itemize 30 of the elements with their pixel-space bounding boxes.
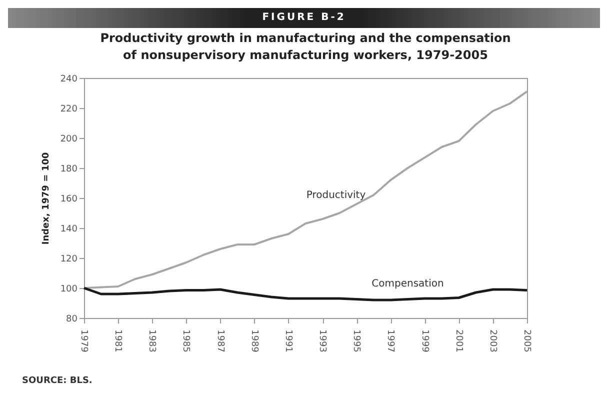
x-tick-label: 1991 <box>282 330 293 352</box>
x-tick-label: 1999 <box>419 330 430 353</box>
x-tick-label: 2001 <box>453 330 464 352</box>
x-tick-label: 1979 <box>78 330 88 353</box>
y-tick-label: 120 <box>60 254 78 264</box>
y-tick-label: 160 <box>60 194 78 204</box>
x-tick-label: 1995 <box>351 330 362 352</box>
x-tick-label: 1987 <box>214 330 225 352</box>
x-tick-label: 1983 <box>146 330 157 352</box>
x-tick-label: 1993 <box>317 330 328 352</box>
y-tick-label: 80 <box>66 314 78 324</box>
y-tick-label: 140 <box>60 224 78 234</box>
x-tick-label: 2003 <box>487 330 498 352</box>
y-tick-label: 180 <box>60 164 78 174</box>
source-note: SOURCE: BLS. <box>22 376 92 386</box>
y-tick-label: 100 <box>60 284 78 294</box>
x-tick-label: 1981 <box>112 330 123 352</box>
x-tick-label: 1989 <box>248 330 259 353</box>
series-label: Compensation <box>372 278 444 290</box>
series-label: Productivity <box>306 190 366 201</box>
chart-subtitle: FIGURE B-2 <box>8 8 600 28</box>
chart-title: Productivity growth in manufacturing and the compensation of nonsupervisory manufacturing workers, 1979-2005 <box>100 31 511 62</box>
x-tick-label: 1985 <box>180 330 191 352</box>
x-tick-label: 2005 <box>522 330 532 352</box>
y-tick-label: 200 <box>60 134 78 144</box>
x-tick-label: 1997 <box>385 330 396 352</box>
line-series <box>83 90 528 289</box>
y-axis-title: Index, 1979 = 100 <box>41 152 52 245</box>
y-tick-label: 240 <box>60 74 78 84</box>
y-tick-label: 220 <box>60 104 78 114</box>
